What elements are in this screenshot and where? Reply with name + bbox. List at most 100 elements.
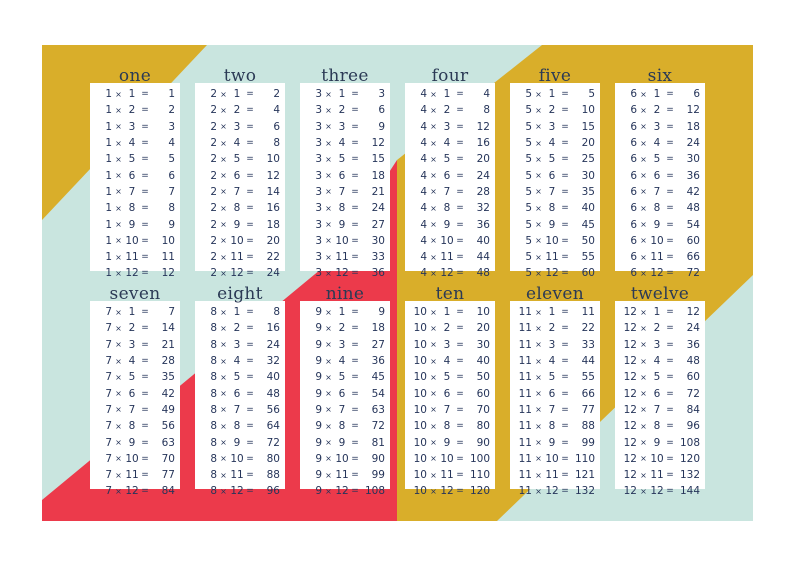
multiplier: 1 bbox=[653, 88, 661, 101]
product: 9 bbox=[378, 120, 385, 133]
multiplicand: 3 bbox=[315, 104, 322, 117]
multiplier: 10 bbox=[335, 452, 349, 465]
equals-sign: = bbox=[456, 323, 464, 334]
product: 10 bbox=[581, 104, 595, 117]
multiplier: 3 bbox=[128, 120, 136, 133]
multiplier: 7 bbox=[128, 403, 136, 416]
times-sign: × bbox=[535, 307, 542, 317]
table-card-ten: ten 10 × 1 = 10 10 × 2 = 20 10 × 3 = 30 10 × 4 = 40 10 × 5 = 50 10… bbox=[405, 284, 495, 497]
equals-sign: = bbox=[246, 470, 254, 481]
multiplier: 9 bbox=[128, 436, 136, 449]
multiplicand: 10 bbox=[413, 452, 427, 465]
multiplier: 6 bbox=[548, 169, 556, 182]
times-sign: × bbox=[220, 486, 227, 496]
equals-sign: = bbox=[141, 89, 149, 100]
times-sign: × bbox=[430, 454, 437, 464]
equals-sign: = bbox=[666, 356, 674, 367]
equation-row: 11 × 12 = 132 bbox=[510, 483, 600, 499]
multiplicand: 10 bbox=[413, 403, 427, 416]
multiplicand: 2 bbox=[210, 202, 217, 215]
times-sign: × bbox=[535, 89, 542, 99]
equation-row: 8 × 4 = 32 bbox=[195, 353, 285, 369]
multiplier: 1 bbox=[233, 306, 241, 319]
product: 4 bbox=[168, 137, 175, 150]
equation-row: 3 × 5 = 15 bbox=[300, 151, 390, 167]
multiplier: 1 bbox=[338, 88, 346, 101]
multiplicand: 10 bbox=[413, 306, 427, 319]
product: 21 bbox=[371, 185, 385, 198]
product: 24 bbox=[266, 267, 280, 280]
product: 40 bbox=[266, 371, 280, 384]
equation-row: 3 × 8 = 24 bbox=[300, 200, 390, 216]
product: 30 bbox=[686, 153, 700, 166]
times-sign: × bbox=[430, 323, 437, 333]
times-sign: × bbox=[325, 187, 332, 197]
multiplier: 7 bbox=[233, 185, 241, 198]
product: 110 bbox=[574, 452, 595, 465]
equals-sign: = bbox=[246, 437, 254, 448]
equation-row: 4 × 6 = 24 bbox=[405, 167, 495, 183]
product: 24 bbox=[686, 322, 700, 335]
product: 14 bbox=[161, 322, 175, 335]
multiplier: 1 bbox=[128, 306, 136, 319]
equation-row: 2 × 1 = 2 bbox=[195, 86, 285, 102]
equation-row: 2 × 8 = 16 bbox=[195, 200, 285, 216]
equals-sign: = bbox=[456, 356, 464, 367]
multiplicand: 4 bbox=[420, 104, 427, 117]
product: 96 bbox=[686, 420, 700, 433]
times-sign: × bbox=[535, 323, 542, 333]
equals-sign: = bbox=[561, 388, 569, 399]
equals-sign: = bbox=[456, 404, 464, 415]
multiplicand: 10 bbox=[413, 469, 427, 482]
multiplicand: 4 bbox=[420, 169, 427, 182]
times-sign: × bbox=[115, 340, 122, 350]
multiplicand: 8 bbox=[210, 322, 217, 335]
product: 10 bbox=[476, 306, 490, 319]
times-sign: × bbox=[430, 220, 437, 230]
multiplier: 4 bbox=[233, 137, 241, 150]
times-sign: × bbox=[115, 171, 122, 181]
product: 10 bbox=[266, 153, 280, 166]
multiplier: 12 bbox=[335, 267, 349, 280]
product: 18 bbox=[371, 322, 385, 335]
multiplicand: 8 bbox=[210, 436, 217, 449]
equation-row: 7 × 7 = 49 bbox=[90, 402, 180, 418]
product: 54 bbox=[371, 387, 385, 400]
product: 72 bbox=[686, 267, 700, 280]
equals-sign: = bbox=[351, 121, 359, 132]
equation-row: 10 × 12 = 120 bbox=[405, 483, 495, 499]
equals-sign: = bbox=[141, 470, 149, 481]
multiplicand: 3 bbox=[315, 218, 322, 231]
multiplicand: 9 bbox=[315, 436, 322, 449]
equation-row: 4 × 7 = 28 bbox=[405, 184, 495, 200]
equation-row: 4 × 5 = 20 bbox=[405, 151, 495, 167]
equals-sign: = bbox=[141, 154, 149, 165]
product: 55 bbox=[581, 251, 595, 264]
product: 45 bbox=[581, 218, 595, 231]
equation-row: 3 × 9 = 27 bbox=[300, 216, 390, 232]
times-sign: × bbox=[115, 372, 122, 382]
multiplier: 1 bbox=[653, 306, 661, 319]
equals-sign: = bbox=[666, 388, 674, 399]
multiplier: 2 bbox=[128, 104, 136, 117]
multiplier: 3 bbox=[338, 120, 346, 133]
equals-sign: = bbox=[351, 437, 359, 448]
multiplier: 8 bbox=[548, 420, 556, 433]
equals-sign: = bbox=[561, 372, 569, 383]
equals-sign: = bbox=[666, 89, 674, 100]
multiplier: 8 bbox=[128, 202, 136, 215]
product: 11 bbox=[581, 306, 595, 319]
equals-sign: = bbox=[141, 252, 149, 263]
equation-row: 11 × 7 = 77 bbox=[510, 402, 600, 418]
product: 16 bbox=[266, 322, 280, 335]
equation-row: 8 × 7 = 56 bbox=[195, 402, 285, 418]
multiplicand: 2 bbox=[210, 120, 217, 133]
multiplier: 4 bbox=[548, 137, 556, 150]
multiplier: 11 bbox=[335, 251, 349, 264]
product: 50 bbox=[476, 371, 490, 384]
product: 11 bbox=[161, 251, 175, 264]
equation-row: 10 × 10 = 100 bbox=[405, 451, 495, 467]
times-sign: × bbox=[430, 356, 437, 366]
product: 20 bbox=[266, 234, 280, 247]
equation-row: 11 × 9 = 99 bbox=[510, 434, 600, 450]
